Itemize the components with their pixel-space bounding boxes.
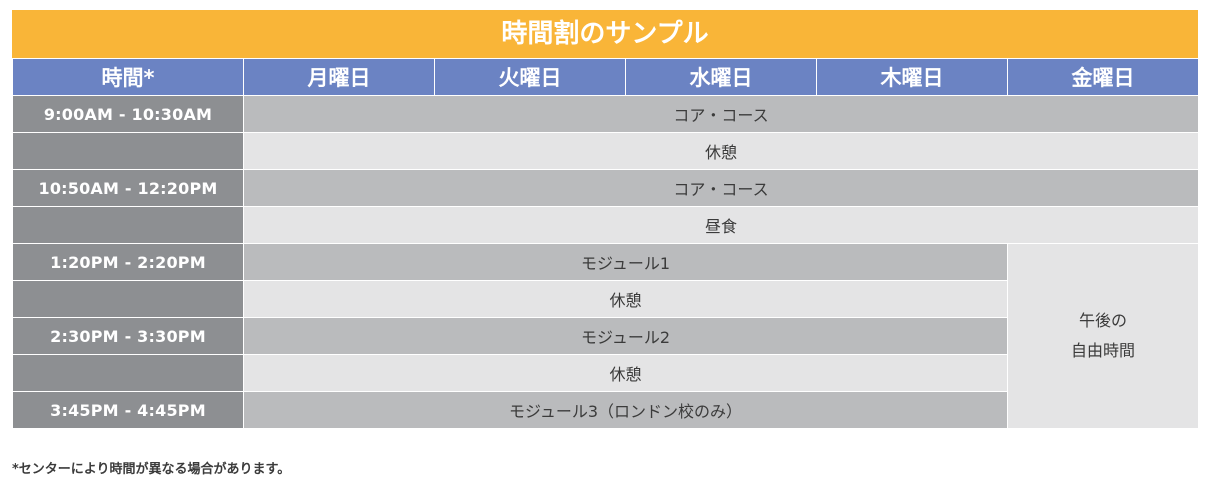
table-row: 昼食 [12, 206, 1199, 244]
session-cell: モジュール3（ロンドン校のみ） [243, 391, 1008, 429]
table-row: 1:20PM - 2:20PM モジュール1 午後の 自由時間 [12, 243, 1199, 429]
header-day-mon: 月曜日 [243, 58, 435, 96]
footnote: *センターにより時間が異なる場合があります。 [12, 462, 291, 477]
session-cell: モジュール2 [243, 317, 1008, 355]
table-row: 3:45PM - 4:45PM モジュール3（ロンドン校のみ） [12, 391, 1199, 429]
break-cell: 休憩 [243, 354, 1008, 392]
time-cell: 1:20PM - 2:20PM [12, 243, 244, 281]
lunch-cell: 昼食 [243, 206, 1199, 244]
timetable-title: 時間割のサンプル [12, 10, 1198, 58]
header-day-wed: 水曜日 [625, 58, 817, 96]
friday-free-time-cell: 午後の 自由時間 [1007, 243, 1199, 429]
free-time-line2: 自由時間 [1070, 341, 1135, 360]
time-cell [12, 280, 244, 318]
free-time-line1: 午後の [1078, 311, 1127, 330]
header-day-tue: 火曜日 [434, 58, 626, 96]
time-cell: 3:45PM - 4:45PM [12, 391, 244, 429]
table-row: 9:00AM - 10:30AM コア・コース [12, 95, 1199, 133]
session-cell: モジュール1 [243, 243, 1008, 281]
time-cell: 10:50AM - 12:20PM [12, 169, 244, 207]
session-cell: コア・コース [243, 169, 1199, 207]
time-cell [12, 206, 244, 244]
time-cell [12, 132, 244, 170]
header-row: 時間* 月曜日 火曜日 水曜日 木曜日 金曜日 [12, 58, 1199, 96]
time-cell: 2:30PM - 3:30PM [12, 317, 244, 355]
session-cell: コア・コース [243, 95, 1199, 133]
table-row: 2:30PM - 3:30PM モジュール2 [12, 317, 1199, 355]
break-cell: 休憩 [243, 280, 1008, 318]
header-day-thu: 木曜日 [816, 58, 1008, 96]
time-cell [12, 354, 244, 392]
table-row: 休憩 [12, 132, 1199, 170]
header-day-fri: 金曜日 [1007, 58, 1199, 96]
table-row: 休憩 [12, 354, 1199, 392]
table-row: 10:50AM - 12:20PM コア・コース [12, 169, 1199, 207]
header-time: 時間* [12, 58, 244, 96]
break-cell: 休憩 [243, 132, 1199, 170]
timetable: 時間* 月曜日 火曜日 水曜日 木曜日 金曜日 9:00AM - 10:30AM… [12, 58, 1199, 429]
timetable-container: 時間割のサンプル 時間* 月曜日 火曜日 水曜日 木曜日 金曜日 9:00AM … [12, 10, 1199, 429]
time-cell: 9:00AM - 10:30AM [12, 95, 244, 133]
